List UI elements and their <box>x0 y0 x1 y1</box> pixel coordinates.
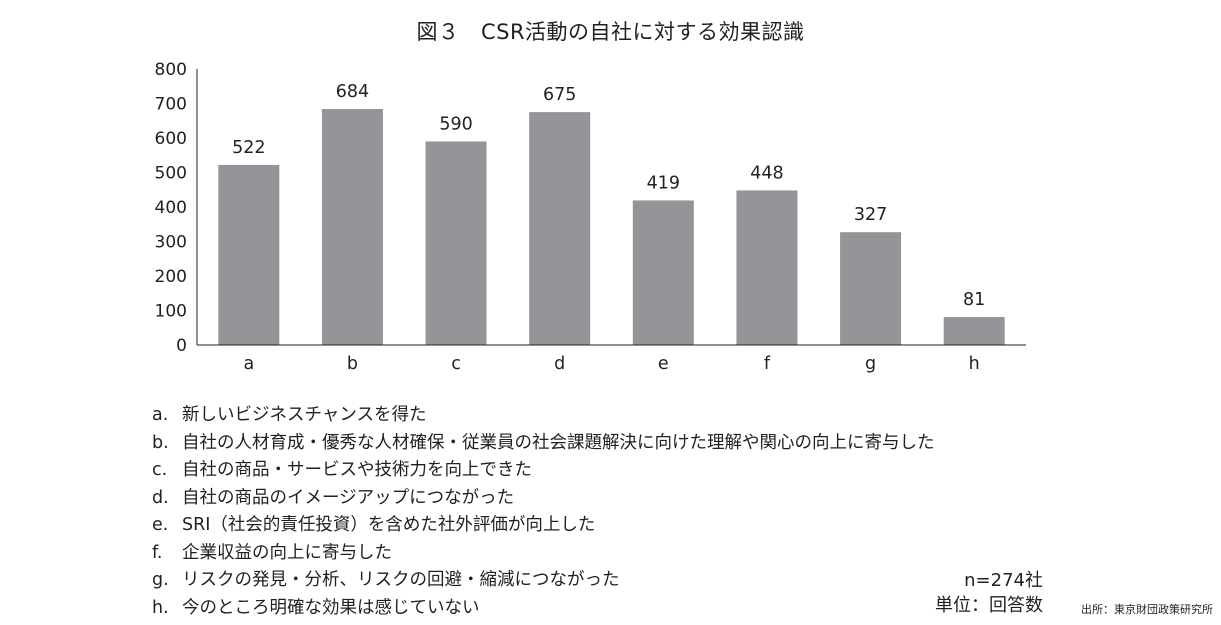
y-tick-label: 600 <box>155 129 187 149</box>
legend-item-b: b. 自社の人材育成・優秀な人材確保・従業員の社会課題解決に向けた理解や関心の向上… <box>152 430 935 458</box>
y-tick-label: 300 <box>155 233 187 253</box>
bar <box>736 190 798 345</box>
bar <box>632 200 694 345</box>
bars: 522 684 590 675 419 448 327 81 <box>218 82 1005 346</box>
legend-key: a. <box>152 405 169 425</box>
bar-value-label: 448 <box>750 163 783 183</box>
chart-title: 図３ CSR活動の自社に対する効果認識 <box>416 20 805 44</box>
y-tick-label: 700 <box>155 95 187 115</box>
bar-value-label: 81 <box>963 290 985 310</box>
legend-key: b. <box>152 432 169 453</box>
bar-value-label: 522 <box>232 138 265 158</box>
category-legend: a. 新しいビジネスチャンスを得た b. 自社の人材育成・優秀な人材確保・従業員の社… <box>152 402 935 622</box>
x-tick-label: g <box>865 354 876 374</box>
legend-text: 新しいビジネスチャンスを得た <box>182 405 427 425</box>
x-tick-label: a <box>243 354 254 374</box>
legend-text: リスクの発見・分析、リスクの回避・縮減につながった <box>182 570 620 590</box>
bar-value-label: 419 <box>647 173 680 193</box>
x-tick-label: b <box>347 354 358 374</box>
bar-value-label: 590 <box>439 114 472 134</box>
y-tick-label: 0 <box>176 336 187 356</box>
legend-text: 自社の人材育成・優秀な人材確保・従業員の社会課題解決に向けた理解や関心の向上に寄… <box>182 432 935 453</box>
bar <box>943 317 1005 345</box>
legend-key: c. <box>152 460 168 480</box>
legend-text: 企業収益の向上に寄与した <box>182 542 392 563</box>
x-tick-label: e <box>658 354 669 374</box>
legend-item-d: d. 自社の商品のイメージアップにつながった <box>152 485 935 513</box>
legend-item-g: g. リスクの発見・分析、リスクの回避・縮減につながった <box>152 567 935 595</box>
bar <box>529 112 591 345</box>
bar <box>425 141 487 345</box>
legend-item-c: c. 自社の商品・サービスや技術力を向上できた <box>152 457 935 485</box>
legend-text: 自社の商品・サービスや技術力を向上できた <box>182 460 532 480</box>
x-tick-label: d <box>554 354 565 374</box>
legend-key: g. <box>152 570 169 590</box>
x-tick-label: f <box>764 354 771 374</box>
y-tick-label: 400 <box>155 198 187 218</box>
bar-value-label: 327 <box>854 205 887 225</box>
y-axis: 0 100 200 300 400 500 600 700 800 <box>155 60 198 356</box>
legend-key: d. <box>152 487 169 508</box>
legend-text: 自社の商品のイメージアップにつながった <box>182 487 515 508</box>
x-tick-label: c <box>451 354 461 374</box>
y-tick-label: 800 <box>155 60 187 80</box>
source-note: 出所：東京財団政策研究所 <box>1081 603 1213 616</box>
y-tick-label: 200 <box>155 267 187 287</box>
sample-size-note: n=274社 <box>964 570 1043 591</box>
bar <box>840 232 902 345</box>
x-tick-label: h <box>969 354 980 374</box>
legend-text: 今のところ明確な効果は感じていない <box>182 597 480 618</box>
x-axis: a b c d e f g h <box>197 344 1026 374</box>
legend-item-a: a. 新しいビジネスチャンスを得た <box>152 402 935 430</box>
legend-item-e: e. SRI（社会的責任投資）を含めた社外評価が向上した <box>152 512 935 540</box>
unit-note: 単位：回答数 <box>935 595 1043 616</box>
legend-key: e. <box>152 515 169 535</box>
legend-item-h: h. 今のところ明確な効果は感じていない <box>152 595 935 623</box>
y-tick-label: 100 <box>155 302 187 322</box>
bar <box>218 164 280 345</box>
legend-text: SRI（社会的責任投資）を含めた社外評価が向上した <box>182 515 596 535</box>
legend-key: h. <box>152 597 169 618</box>
y-tick-label: 500 <box>155 164 187 184</box>
legend-key: f. <box>152 542 163 563</box>
bar <box>321 109 383 346</box>
legend-item-f: f. 企業収益の向上に寄与した <box>152 540 935 568</box>
bar-chart: 0 100 200 300 400 500 600 700 800 522 684 590 675 41… <box>155 60 1026 374</box>
bar-value-label: 684 <box>336 82 369 102</box>
bar-value-label: 675 <box>543 85 576 105</box>
